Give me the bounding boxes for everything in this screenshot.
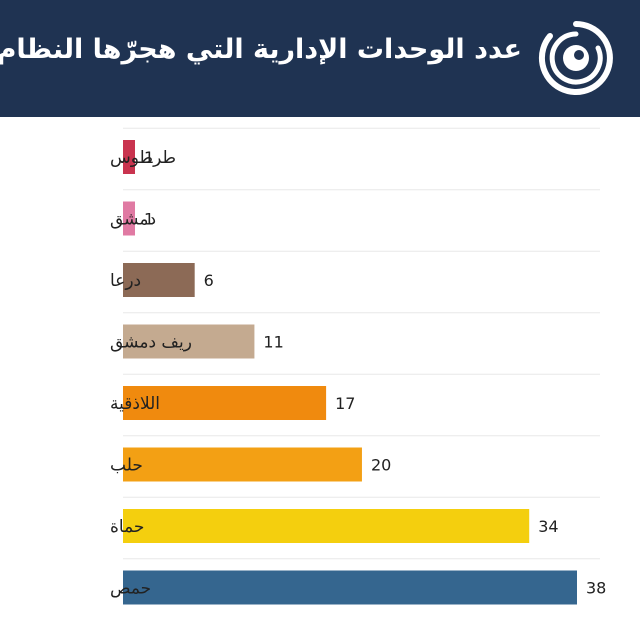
bar: [123, 570, 577, 605]
value-label: 11: [263, 333, 283, 352]
category-label: دمشق: [110, 210, 156, 230]
value-label: 1: [144, 148, 154, 167]
bar: [123, 140, 135, 174]
value-label: 38: [586, 579, 606, 598]
concentric-circles-logo-icon: [538, 21, 613, 95]
chart-title: عدد الوحدات الإدارية التي هجرّها النظام: [0, 34, 522, 65]
value-label: 17: [335, 394, 355, 413]
bar: [123, 447, 362, 482]
value-label: 34: [538, 517, 558, 536]
bar: [123, 201, 135, 236]
value-label: 6: [204, 271, 214, 290]
category-label: طرطوس: [110, 148, 176, 168]
category-label: اللاذقية: [110, 394, 160, 414]
category-label: درعا: [110, 271, 141, 291]
category-label: حماة: [110, 517, 144, 537]
bar: [123, 324, 255, 359]
bar: [123, 386, 327, 420]
value-label: 20: [371, 456, 391, 475]
bar: [123, 509, 530, 543]
header-banner: عدد الوحدات الإدارية التي هجرّها النظام: [0, 0, 640, 117]
category-label: حلب: [110, 456, 143, 476]
category-label: ريف دمشق: [110, 333, 192, 353]
category-label: حمص: [110, 579, 151, 599]
value-label: 1: [144, 210, 154, 229]
bar: [123, 263, 195, 297]
